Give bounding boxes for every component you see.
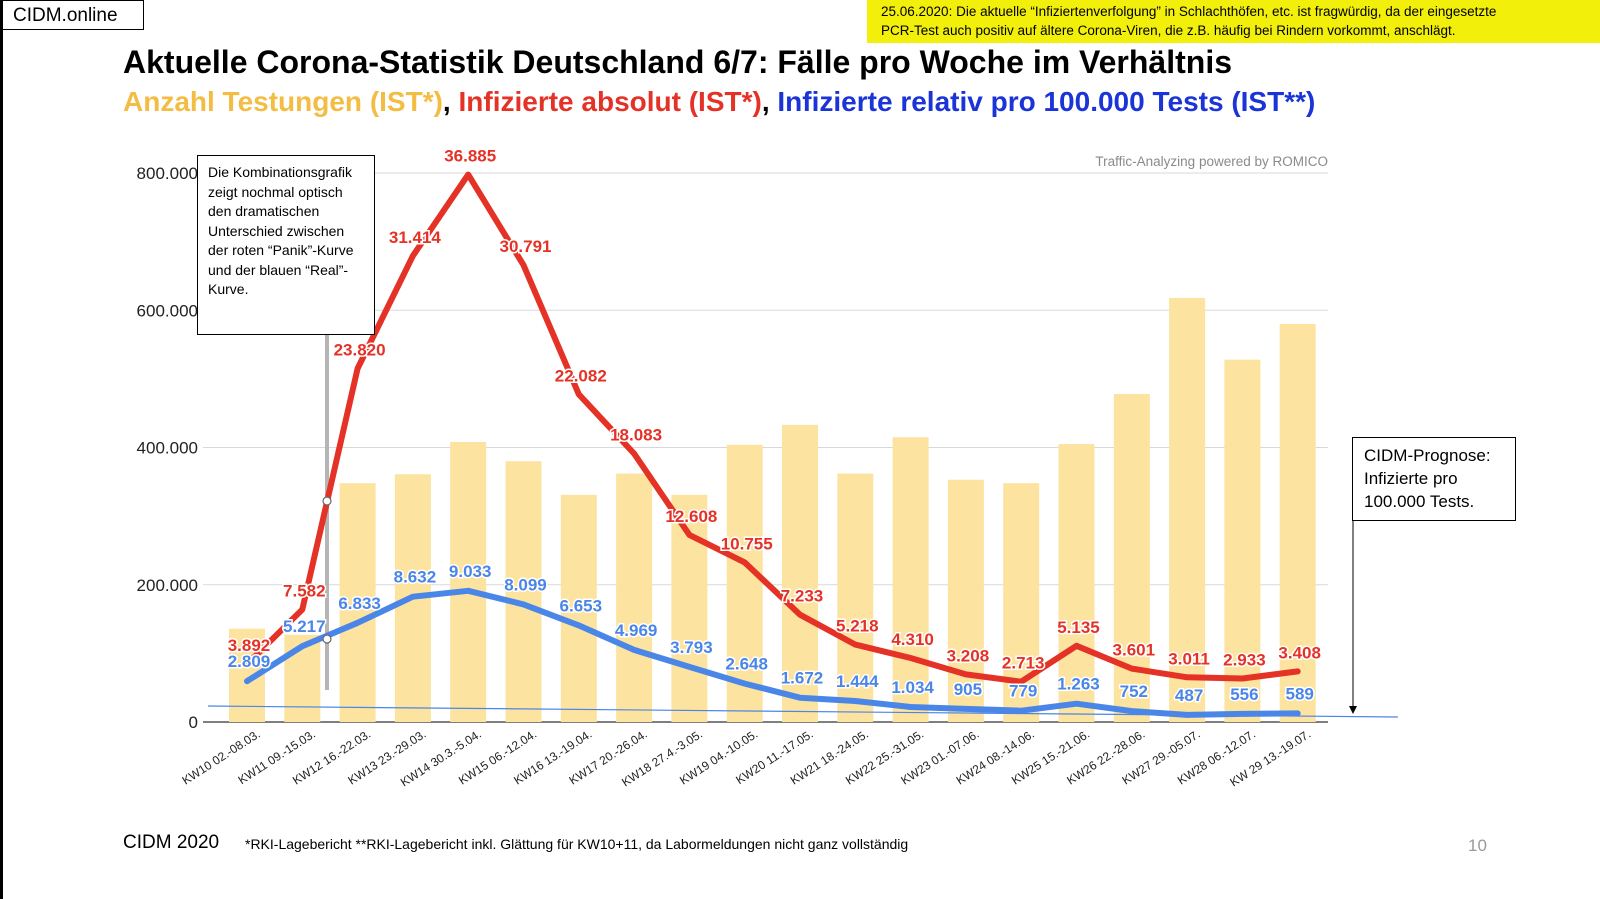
absolute-infected-line [244, 171, 1301, 685]
y-tick-label: 200.000 [137, 576, 198, 595]
relative-data-label: 487 [1175, 686, 1203, 705]
watermark: Traffic-Analyzing powered by ROMICO [1095, 154, 1328, 169]
absolute-data-label: 3.601 [1113, 641, 1156, 660]
absolute-data-label: 2.713 [1002, 654, 1045, 673]
subtitle-tests: Anzahl Testungen (IST*) [123, 86, 443, 117]
absolute-data-label: 23.820 [334, 341, 386, 360]
test-bar [671, 494, 708, 722]
relative-data-label: 5.217 [283, 617, 326, 636]
relative-data-label: 8.099 [504, 575, 547, 594]
forecast-arrow-head [1349, 706, 1357, 714]
relative-data-label: 905 [954, 680, 982, 699]
test-bar [560, 494, 597, 722]
relative-data-label: 556 [1230, 685, 1258, 704]
absolute-data-label: 18.083 [610, 426, 662, 445]
brand-label: CIDM.online [2, 0, 144, 30]
subtitle-infected-relative: Infizierte relativ pro 100.000 Tests (IS… [777, 86, 1316, 117]
absolute-data-label: 4.310 [891, 630, 934, 649]
callout-forecast: CIDM-Prognose: Infizierte pro 100.000 Te… [1352, 437, 1516, 521]
relative-data-label: 3.793 [670, 638, 713, 657]
test-bar [339, 483, 376, 722]
absolute-data-label: 2.933 [1223, 650, 1266, 669]
absolute-data-label: 12.608 [665, 507, 717, 526]
test-bar [837, 473, 874, 722]
news-note-line-1: 25.06.2020: Die aktuelle “Infiziertenver… [881, 4, 1497, 19]
news-note-line-2: PCR-Test auch positiv auf ältere Corona-… [881, 23, 1456, 38]
relative-data-label: 6.653 [560, 596, 603, 615]
y-tick-label: 0 [189, 713, 198, 732]
marker-point-red [322, 496, 332, 506]
series-lines [244, 171, 1301, 718]
relative-data-label: 589 [1286, 684, 1314, 703]
footer-source: CIDM 2020 [123, 832, 220, 853]
relative-data-label: 4.969 [615, 621, 658, 640]
news-note: 25.06.2020: Die aktuelle “Infiziertenver… [867, 0, 1600, 43]
absolute-data-label: 5.135 [1057, 618, 1100, 637]
absolute-data-label: 5.218 [836, 617, 879, 636]
data-labels: 3.892 7.582 23.820 31.414 36.885 30.791 22.082… [226, 145, 1322, 706]
test-bar [726, 444, 763, 722]
test-bar [1279, 323, 1316, 722]
footer-footnote: *RKI-Lagebericht **RKI-Lagebericht inkl.… [245, 836, 909, 852]
absolute-data-label: 31.414 [389, 228, 442, 247]
relative-data-label: 1.672 [781, 669, 824, 688]
subtitle-separator-1: , [442, 86, 459, 117]
absolute-data-label: 3.208 [947, 646, 990, 665]
relative-data-label: 6.833 [338, 594, 381, 613]
test-bar [1058, 444, 1095, 722]
absolute-data-label: 22.082 [555, 366, 607, 385]
test-bar [450, 442, 487, 722]
subtitle-separator-2: , [761, 86, 778, 117]
relative-data-label: 752 [1120, 682, 1148, 701]
relative-data-label: 1.444 [836, 672, 879, 691]
callout-explanation: Die Kombinationsgrafik zeigt nochmal opt… [197, 155, 375, 335]
relative-data-label: 8.632 [394, 568, 437, 587]
test-bars [229, 297, 1316, 722]
test-bar [616, 473, 653, 722]
absolute-data-label: 7.233 [781, 587, 824, 606]
relative-data-label: 779 [1009, 682, 1037, 701]
left-edge-rule [0, 0, 3, 899]
slide-title: Aktuelle Corona-Statistik Deutschland 6/… [123, 44, 1232, 80]
page-number: 10 [1468, 836, 1487, 855]
absolute-data-label: 10.755 [721, 534, 773, 553]
absolute-data-label: 30.791 [500, 237, 552, 256]
absolute-data-label: 36.885 [444, 147, 496, 166]
test-bar [1169, 297, 1206, 722]
subtitle-infected-absolute: Infizierte absolut (IST*) [458, 86, 762, 117]
y-tick-label: 400.000 [137, 439, 198, 458]
test-bar [892, 437, 929, 722]
y-tick-label: 800.000 [137, 164, 198, 183]
slide-subtitle: Anzahl Testungen (IST*), Infizierte abso… [123, 86, 1315, 118]
relative-data-label: 1.263 [1057, 675, 1100, 694]
test-bar [505, 461, 542, 722]
test-bar [1224, 359, 1261, 722]
marker-point-blue [322, 634, 332, 644]
test-bar [782, 424, 818, 722]
y-axis-labels: 0 200.000 400.000 600.000 800.000 [137, 164, 198, 732]
relative-data-label: 9.033 [449, 562, 492, 581]
absolute-data-label: 7.582 [283, 581, 326, 600]
relative-infected-line [244, 587, 1301, 718]
relative-data-label: 1.034 [891, 678, 934, 697]
absolute-data-label: 3.408 [1278, 643, 1321, 662]
absolute-data-label: 3.892 [228, 636, 271, 655]
relative-data-label: 2.809 [228, 652, 271, 671]
test-bar [947, 479, 984, 722]
absolute-data-label: 3.011 [1168, 649, 1210, 668]
x-axis-labels: KW10 02.-08.03.KW11 09.-15.03.KW12 16.-2… [179, 727, 1313, 790]
y-tick-label: 600.000 [137, 301, 198, 320]
relative-data-label: 2.648 [725, 655, 768, 674]
